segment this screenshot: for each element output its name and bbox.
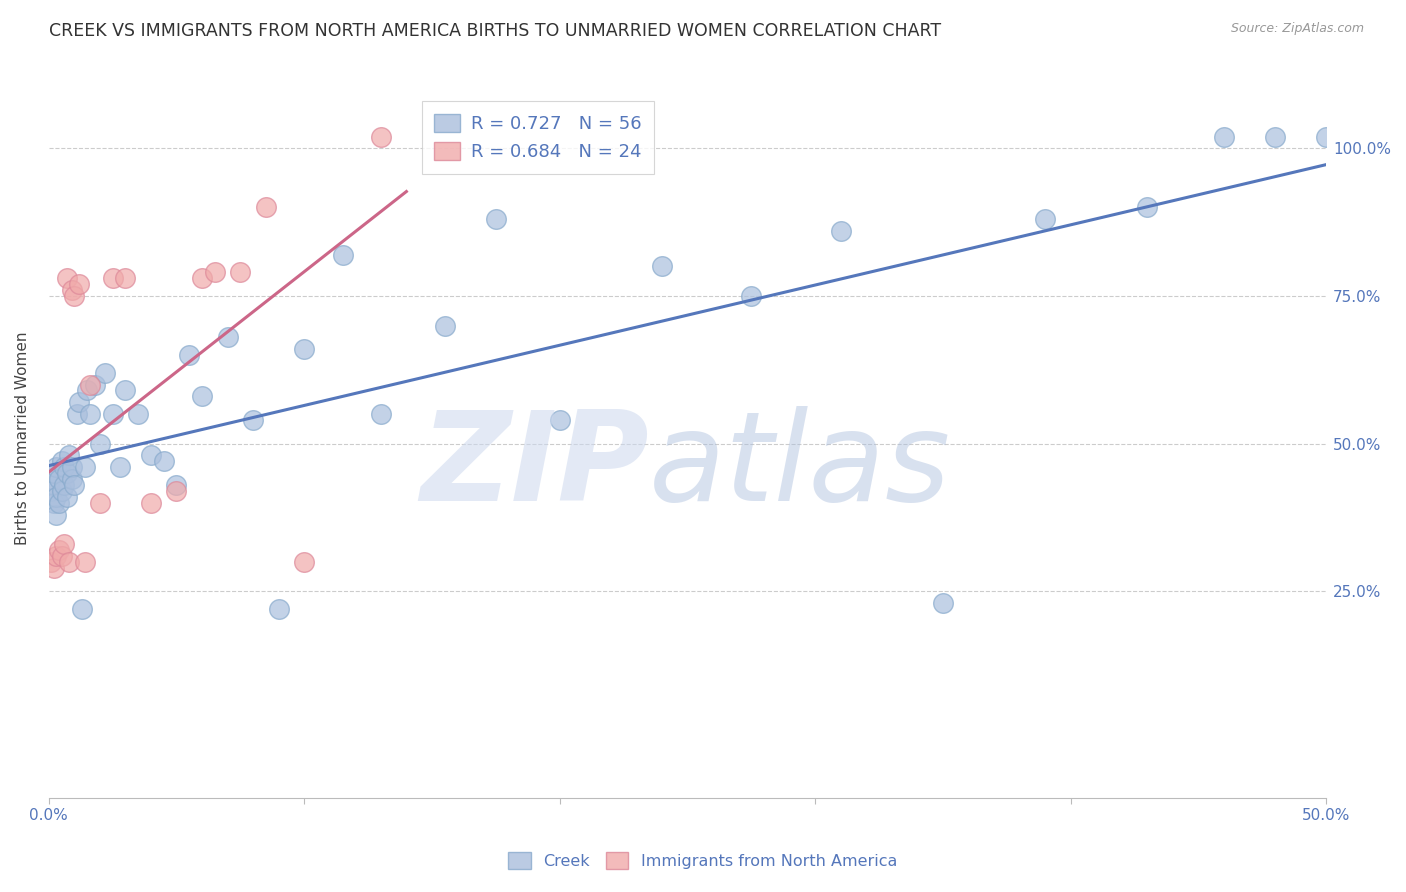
Point <box>651 260 673 274</box>
Y-axis label: Births to Unmarried Women: Births to Unmarried Women <box>15 331 30 544</box>
Point <box>79 377 101 392</box>
Legend: Creek, Immigrants from North America: Creek, Immigrants from North America <box>502 846 904 875</box>
Point <box>1136 200 1159 214</box>
Point <box>1264 129 1286 144</box>
Point <box>217 330 239 344</box>
Text: CREEK VS IMMIGRANTS FROM NORTH AMERICA BIRTHS TO UNMARRIED WOMEN CORRELATION CHA: CREEK VS IMMIGRANTS FROM NORTH AMERICA B… <box>49 22 942 40</box>
Point <box>48 543 70 558</box>
Point <box>1315 129 1337 144</box>
Point <box>45 549 67 563</box>
Point <box>166 478 188 492</box>
Point <box>267 602 290 616</box>
Point <box>370 129 392 144</box>
Point <box>42 496 65 510</box>
Point <box>370 407 392 421</box>
Point <box>166 483 188 498</box>
Point <box>45 490 67 504</box>
Point <box>51 483 73 498</box>
Point <box>70 602 93 616</box>
Point <box>55 490 77 504</box>
Point <box>114 384 136 398</box>
Point <box>73 460 96 475</box>
Point <box>127 407 149 421</box>
Point <box>110 460 132 475</box>
Point <box>51 549 73 563</box>
Point <box>39 472 62 486</box>
Point <box>39 555 62 569</box>
Point <box>42 478 65 492</box>
Point <box>229 265 252 279</box>
Point <box>740 289 762 303</box>
Point <box>79 407 101 421</box>
Point <box>60 472 83 486</box>
Point <box>55 466 77 480</box>
Point <box>1033 212 1056 227</box>
Point <box>179 348 201 362</box>
Point <box>139 496 162 510</box>
Point <box>83 377 105 392</box>
Point <box>63 289 86 303</box>
Point <box>433 318 456 333</box>
Point <box>94 366 117 380</box>
Point <box>932 596 955 610</box>
Point <box>332 247 354 261</box>
Text: ZIP: ZIP <box>420 406 650 527</box>
Text: Source: ZipAtlas.com: Source: ZipAtlas.com <box>1230 22 1364 36</box>
Point <box>89 436 111 450</box>
Point <box>101 271 124 285</box>
Point <box>45 508 67 522</box>
Point <box>48 472 70 486</box>
Point <box>152 454 174 468</box>
Point <box>485 212 508 227</box>
Point <box>53 537 76 551</box>
Point <box>39 483 62 498</box>
Point <box>51 454 73 468</box>
Point <box>242 413 264 427</box>
Point <box>101 407 124 421</box>
Point <box>1212 129 1234 144</box>
Point <box>42 560 65 574</box>
Point <box>58 555 80 569</box>
Point <box>292 342 315 356</box>
Point <box>67 395 90 409</box>
Point <box>89 496 111 510</box>
Point <box>204 265 226 279</box>
Text: atlas: atlas <box>650 406 952 527</box>
Point <box>292 555 315 569</box>
Point <box>191 389 214 403</box>
Point <box>63 478 86 492</box>
Point <box>55 271 77 285</box>
Point <box>66 407 89 421</box>
Point <box>191 271 214 285</box>
Point <box>45 460 67 475</box>
Point <box>67 277 90 292</box>
Point <box>254 200 277 214</box>
Legend: R = 0.727   N = 56, R = 0.684   N = 24: R = 0.727 N = 56, R = 0.684 N = 24 <box>422 101 654 174</box>
Point <box>73 555 96 569</box>
Point <box>60 283 83 297</box>
Point <box>60 460 83 475</box>
Point <box>548 413 571 427</box>
Point <box>830 224 852 238</box>
Point <box>53 460 76 475</box>
Point <box>139 449 162 463</box>
Point <box>42 466 65 480</box>
Point <box>76 384 98 398</box>
Point <box>48 496 70 510</box>
Point <box>58 449 80 463</box>
Point <box>114 271 136 285</box>
Point <box>53 478 76 492</box>
